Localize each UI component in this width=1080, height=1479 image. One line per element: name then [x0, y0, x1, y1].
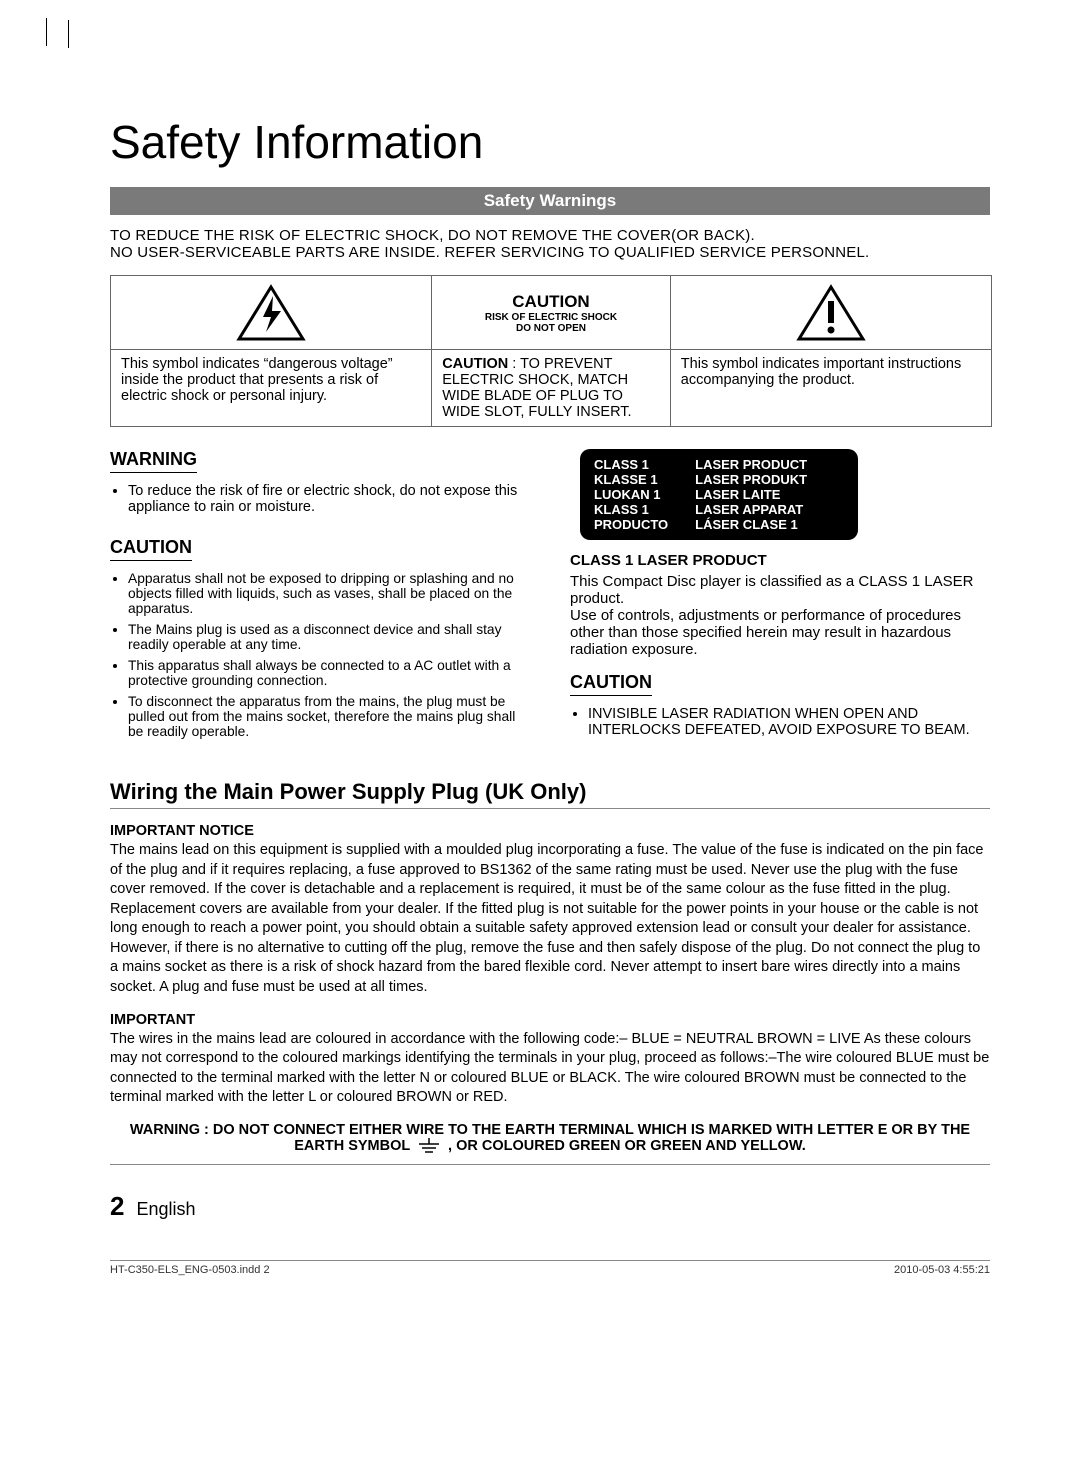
laser-table: CLASS 1LASER PRODUCT KLASSE 1LASER PRODU… — [594, 457, 844, 532]
caution-sub1: RISK OF ELECTRIC SHOCK — [485, 312, 617, 323]
section-bar: Safety Warnings — [110, 187, 990, 215]
two-column-section: WARNING To reduce the risk of fire or el… — [110, 449, 990, 761]
laser-cell: LUOKAN 1 — [594, 487, 695, 502]
laser-cell: KLASSE 1 — [594, 472, 695, 487]
symbol-cell-info: This symbol indicates important instruct… — [671, 276, 991, 426]
page: Safety Information Safety Warnings TO RE… — [0, 0, 1080, 1326]
page-language: English — [136, 1199, 195, 1220]
laser-cell: LASER LAITE — [695, 487, 844, 502]
laser-cell: LÁSER CLASE 1 — [695, 517, 844, 532]
list-item: To disconnect the apparatus from the mai… — [128, 694, 530, 739]
caution-heading-right: CAUTION — [570, 672, 652, 696]
laser-cell: LASER PRODUCT — [695, 457, 844, 472]
laser-cell: LASER PRODUKT — [695, 472, 844, 487]
print-timestamp: 2010-05-03 4:55:21 — [894, 1264, 990, 1276]
class1-p1: This Compact Disc player is classified a… — [570, 573, 990, 607]
laser-classification-box: CLASS 1LASER PRODUCT KLASSE 1LASER PRODU… — [580, 449, 858, 540]
important-heading: IMPORTANT — [110, 1012, 990, 1028]
info-desc: This symbol indicates important instruct… — [671, 350, 991, 394]
print-footer: HT-C350-ELS_ENG-0503.indd 2 2010-05-03 4… — [110, 1260, 990, 1276]
earth-symbol-icon — [416, 1138, 442, 1154]
caution-desc-bold: CAUTION — [442, 356, 508, 372]
voltage-desc: This symbol indicates “dangerous voltage… — [111, 350, 431, 410]
caution-sub2: DO NOT OPEN — [516, 323, 586, 334]
print-file: HT-C350-ELS_ENG-0503.indd 2 — [110, 1264, 270, 1276]
symbol-cell-caution: CAUTION RISK OF ELECTRIC SHOCK DO NOT OP… — [432, 276, 671, 426]
final-warning: WARNING : DO NOT CONNECT EITHER WIRE TO … — [110, 1122, 990, 1165]
crop-mark — [68, 20, 69, 48]
voltage-icon — [111, 276, 431, 350]
warning-heading: WARNING — [110, 449, 197, 473]
intro-line1: TO REDUCE THE RISK OF ELECTRIC SHOCK, DO… — [110, 227, 755, 244]
symbol-cell-voltage: This symbol indicates “dangerous voltage… — [111, 276, 432, 426]
list-item: Apparatus shall not be exposed to drippi… — [128, 571, 530, 616]
uk-wiring-title: Wiring the Main Power Supply Plug (UK On… — [110, 779, 990, 809]
list-item: This apparatus shall always be connected… — [128, 658, 530, 688]
main-title: Safety Information — [110, 115, 990, 169]
laser-cell: CLASS 1 — [594, 457, 695, 472]
caution-label: CAUTION — [512, 292, 589, 312]
caution-list-left: Apparatus shall not be exposed to drippi… — [110, 571, 530, 739]
left-column: WARNING To reduce the risk of fire or el… — [110, 449, 530, 761]
class1-heading: CLASS 1 LASER PRODUCT — [570, 552, 990, 569]
symbol-table: This symbol indicates “dangerous voltage… — [110, 275, 992, 427]
intro-text: TO REDUCE THE RISK OF ELECTRIC SHOCK, DO… — [110, 227, 990, 261]
caution-desc: CAUTION : TO PREVENT ELECTRIC SHOCK, MAT… — [432, 350, 670, 426]
list-item: To reduce the risk of fire or electric s… — [128, 483, 530, 515]
list-item: INVISIBLE LASER RADIATION WHEN OPEN AND … — [588, 706, 990, 738]
important-notice-body: The mains lead on this equipment is supp… — [110, 841, 990, 998]
laser-cell: LASER APPARAT — [695, 502, 844, 517]
intro-line2: NO USER-SERVICEABLE PARTS ARE INSIDE. RE… — [110, 244, 869, 261]
info-icon — [671, 276, 991, 350]
page-number: 2 — [110, 1191, 124, 1222]
page-footer: 2 English — [110, 1191, 990, 1222]
list-item: The Mains plug is used as a disconnect d… — [128, 622, 530, 652]
caution-heading-left: CAUTION — [110, 537, 192, 561]
class1-p2: Use of controls, adjustments or performa… — [570, 607, 990, 658]
final-warn-b: , OR COLOURED GREEN OR GREEN AND YELLOW. — [448, 1138, 806, 1154]
laser-cell: PRODUCTO — [594, 517, 695, 532]
right-column: CLASS 1LASER PRODUCT KLASSE 1LASER PRODU… — [570, 449, 990, 761]
crop-mark — [46, 18, 47, 46]
laser-cell: KLASS 1 — [594, 502, 695, 517]
important-body: The wires in the mains lead are coloured… — [110, 1030, 990, 1108]
caution-box: CAUTION RISK OF ELECTRIC SHOCK DO NOT OP… — [432, 276, 670, 350]
important-notice-heading: IMPORTANT NOTICE — [110, 823, 990, 839]
warning-list: To reduce the risk of fire or electric s… — [110, 483, 530, 515]
caution-list-right: INVISIBLE LASER RADIATION WHEN OPEN AND … — [570, 706, 990, 738]
